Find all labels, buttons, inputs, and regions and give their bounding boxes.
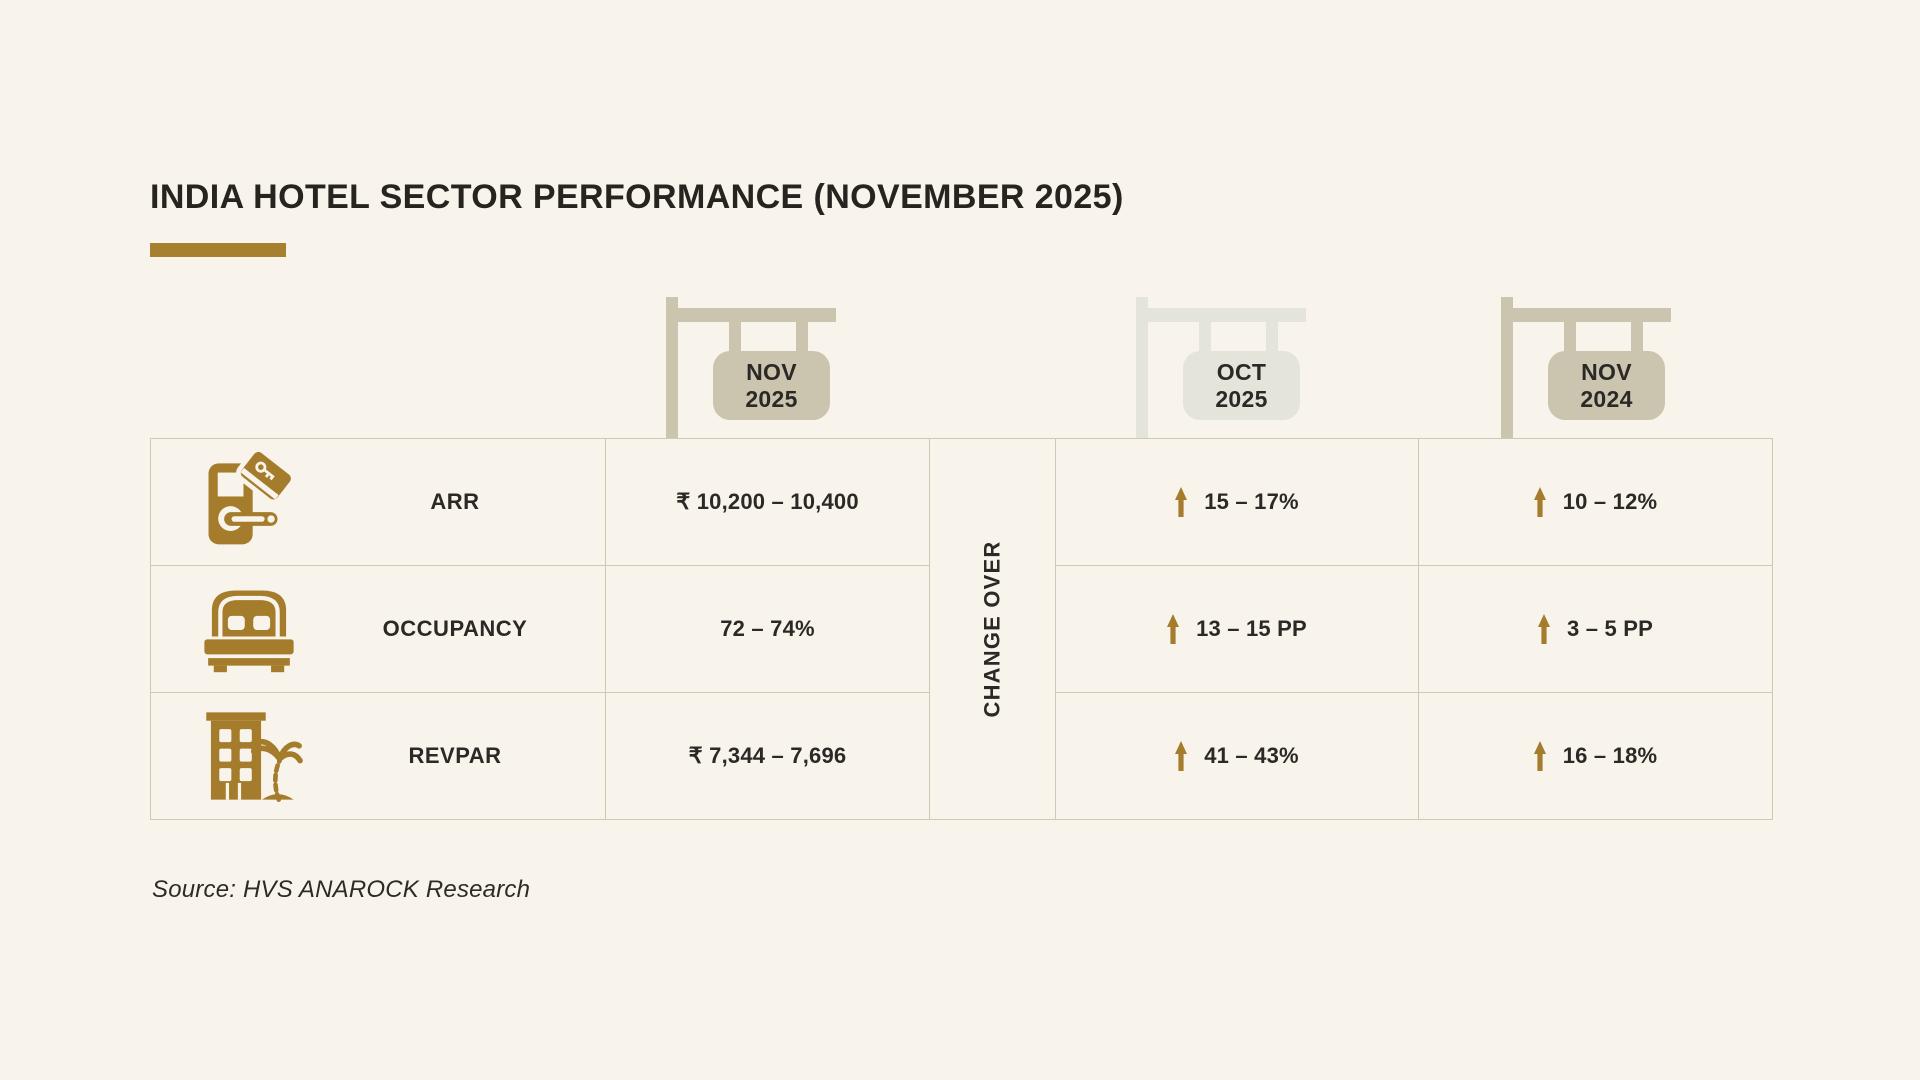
sign-crossbar <box>666 308 836 322</box>
change-text: 15 – 17% <box>1204 489 1299 514</box>
change-text: 3 – 5 PP <box>1567 616 1653 641</box>
table-cell-occupancy-nov2025: 72 – 74% <box>606 566 930 693</box>
table-row-arr-metric-cell: ARR <box>151 439 606 566</box>
sign-post <box>1136 297 1148 438</box>
table-row-revpar-metric-cell: REVPAR <box>151 693 606 819</box>
metric-label: OCCUPANCY <box>382 616 528 641</box>
period-sign-nov-2025: NOV 2025 <box>666 297 836 438</box>
value-text: ₹ 10,200 – 10,400 <box>676 489 859 514</box>
change-over-label: CHANGE OVER <box>979 540 1005 718</box>
page-title: INDIA HOTEL SECTOR PERFORMANCE (NOVEMBER… <box>150 178 1124 216</box>
change-text: 13 – 15 PP <box>1196 616 1307 641</box>
change-text: 10 – 12% <box>1562 489 1658 514</box>
up-arrow-icon <box>1167 614 1180 644</box>
sign-hanger <box>796 321 808 352</box>
sign-hanger <box>729 321 741 352</box>
performance-table: ARR ₹ 10,200 – 10,400 CHANGE OVER 15 – 1… <box>150 438 1773 820</box>
up-arrow-icon <box>1533 487 1546 517</box>
value-text: ₹ 7,344 – 7,696 <box>688 743 847 768</box>
source-note: Source: HVS ANAROCK Research <box>152 876 531 903</box>
table-cell-arr-vs-nov2024: 10 – 12% <box>1419 439 1772 566</box>
period-sign-oct-2025: OCT 2025 <box>1136 297 1306 438</box>
bed-icon <box>193 585 305 673</box>
change-over-column: CHANGE OVER <box>930 439 1056 819</box>
sign-hanger <box>1564 321 1576 352</box>
sign-line1: NOV <box>1581 359 1632 386</box>
sign-post <box>666 297 678 438</box>
period-sign-nov-2024: NOV 2024 <box>1501 297 1671 438</box>
sign-plate: OCT 2025 <box>1183 351 1300 420</box>
table-cell-occupancy-vs-oct2025: 13 – 15 PP <box>1056 566 1419 693</box>
sign-line2: 2024 <box>1580 385 1633 412</box>
metric-label: ARR <box>430 489 480 514</box>
table-cell-revpar-nov2025: ₹ 7,344 – 7,696 <box>606 693 930 819</box>
up-arrow-icon <box>1175 741 1188 771</box>
table-cell-occupancy-vs-nov2024: 3 – 5 PP <box>1419 566 1772 693</box>
sign-hanger <box>1631 321 1643 352</box>
table-cell-revpar-vs-oct2025: 41 – 43% <box>1056 693 1419 819</box>
table-row-occupancy-metric-cell: OCCUPANCY <box>151 566 606 693</box>
sign-crossbar <box>1136 308 1306 322</box>
title-accent-bar <box>150 243 286 257</box>
value-text: 72 – 74% <box>720 616 815 641</box>
hotel-building-icon <box>193 709 305 803</box>
sign-line1: NOV <box>746 359 797 386</box>
sign-hanger <box>1266 321 1278 352</box>
sign-crossbar <box>1501 308 1671 322</box>
sign-plate: NOV 2025 <box>713 351 830 420</box>
metric-label: REVPAR <box>408 743 502 768</box>
table-cell-revpar-vs-nov2024: 16 – 18% <box>1419 693 1772 819</box>
table-cell-arr-nov2025: ₹ 10,200 – 10,400 <box>606 439 930 566</box>
up-arrow-icon <box>1538 614 1550 644</box>
sign-plate: NOV 2024 <box>1548 351 1665 420</box>
change-text: 16 – 18% <box>1562 743 1658 768</box>
table-cell-arr-vs-oct2025: 15 – 17% <box>1056 439 1419 566</box>
up-arrow-icon <box>1175 487 1188 517</box>
sign-line2: 2025 <box>745 385 798 412</box>
change-text: 41 – 43% <box>1204 743 1299 768</box>
sign-line1: OCT <box>1216 359 1267 386</box>
sign-hanger <box>1199 321 1211 352</box>
key-card-lock-icon <box>193 447 305 552</box>
up-arrow-icon <box>1533 741 1546 771</box>
sign-line2: 2025 <box>1215 385 1268 412</box>
sign-post <box>1501 297 1513 438</box>
